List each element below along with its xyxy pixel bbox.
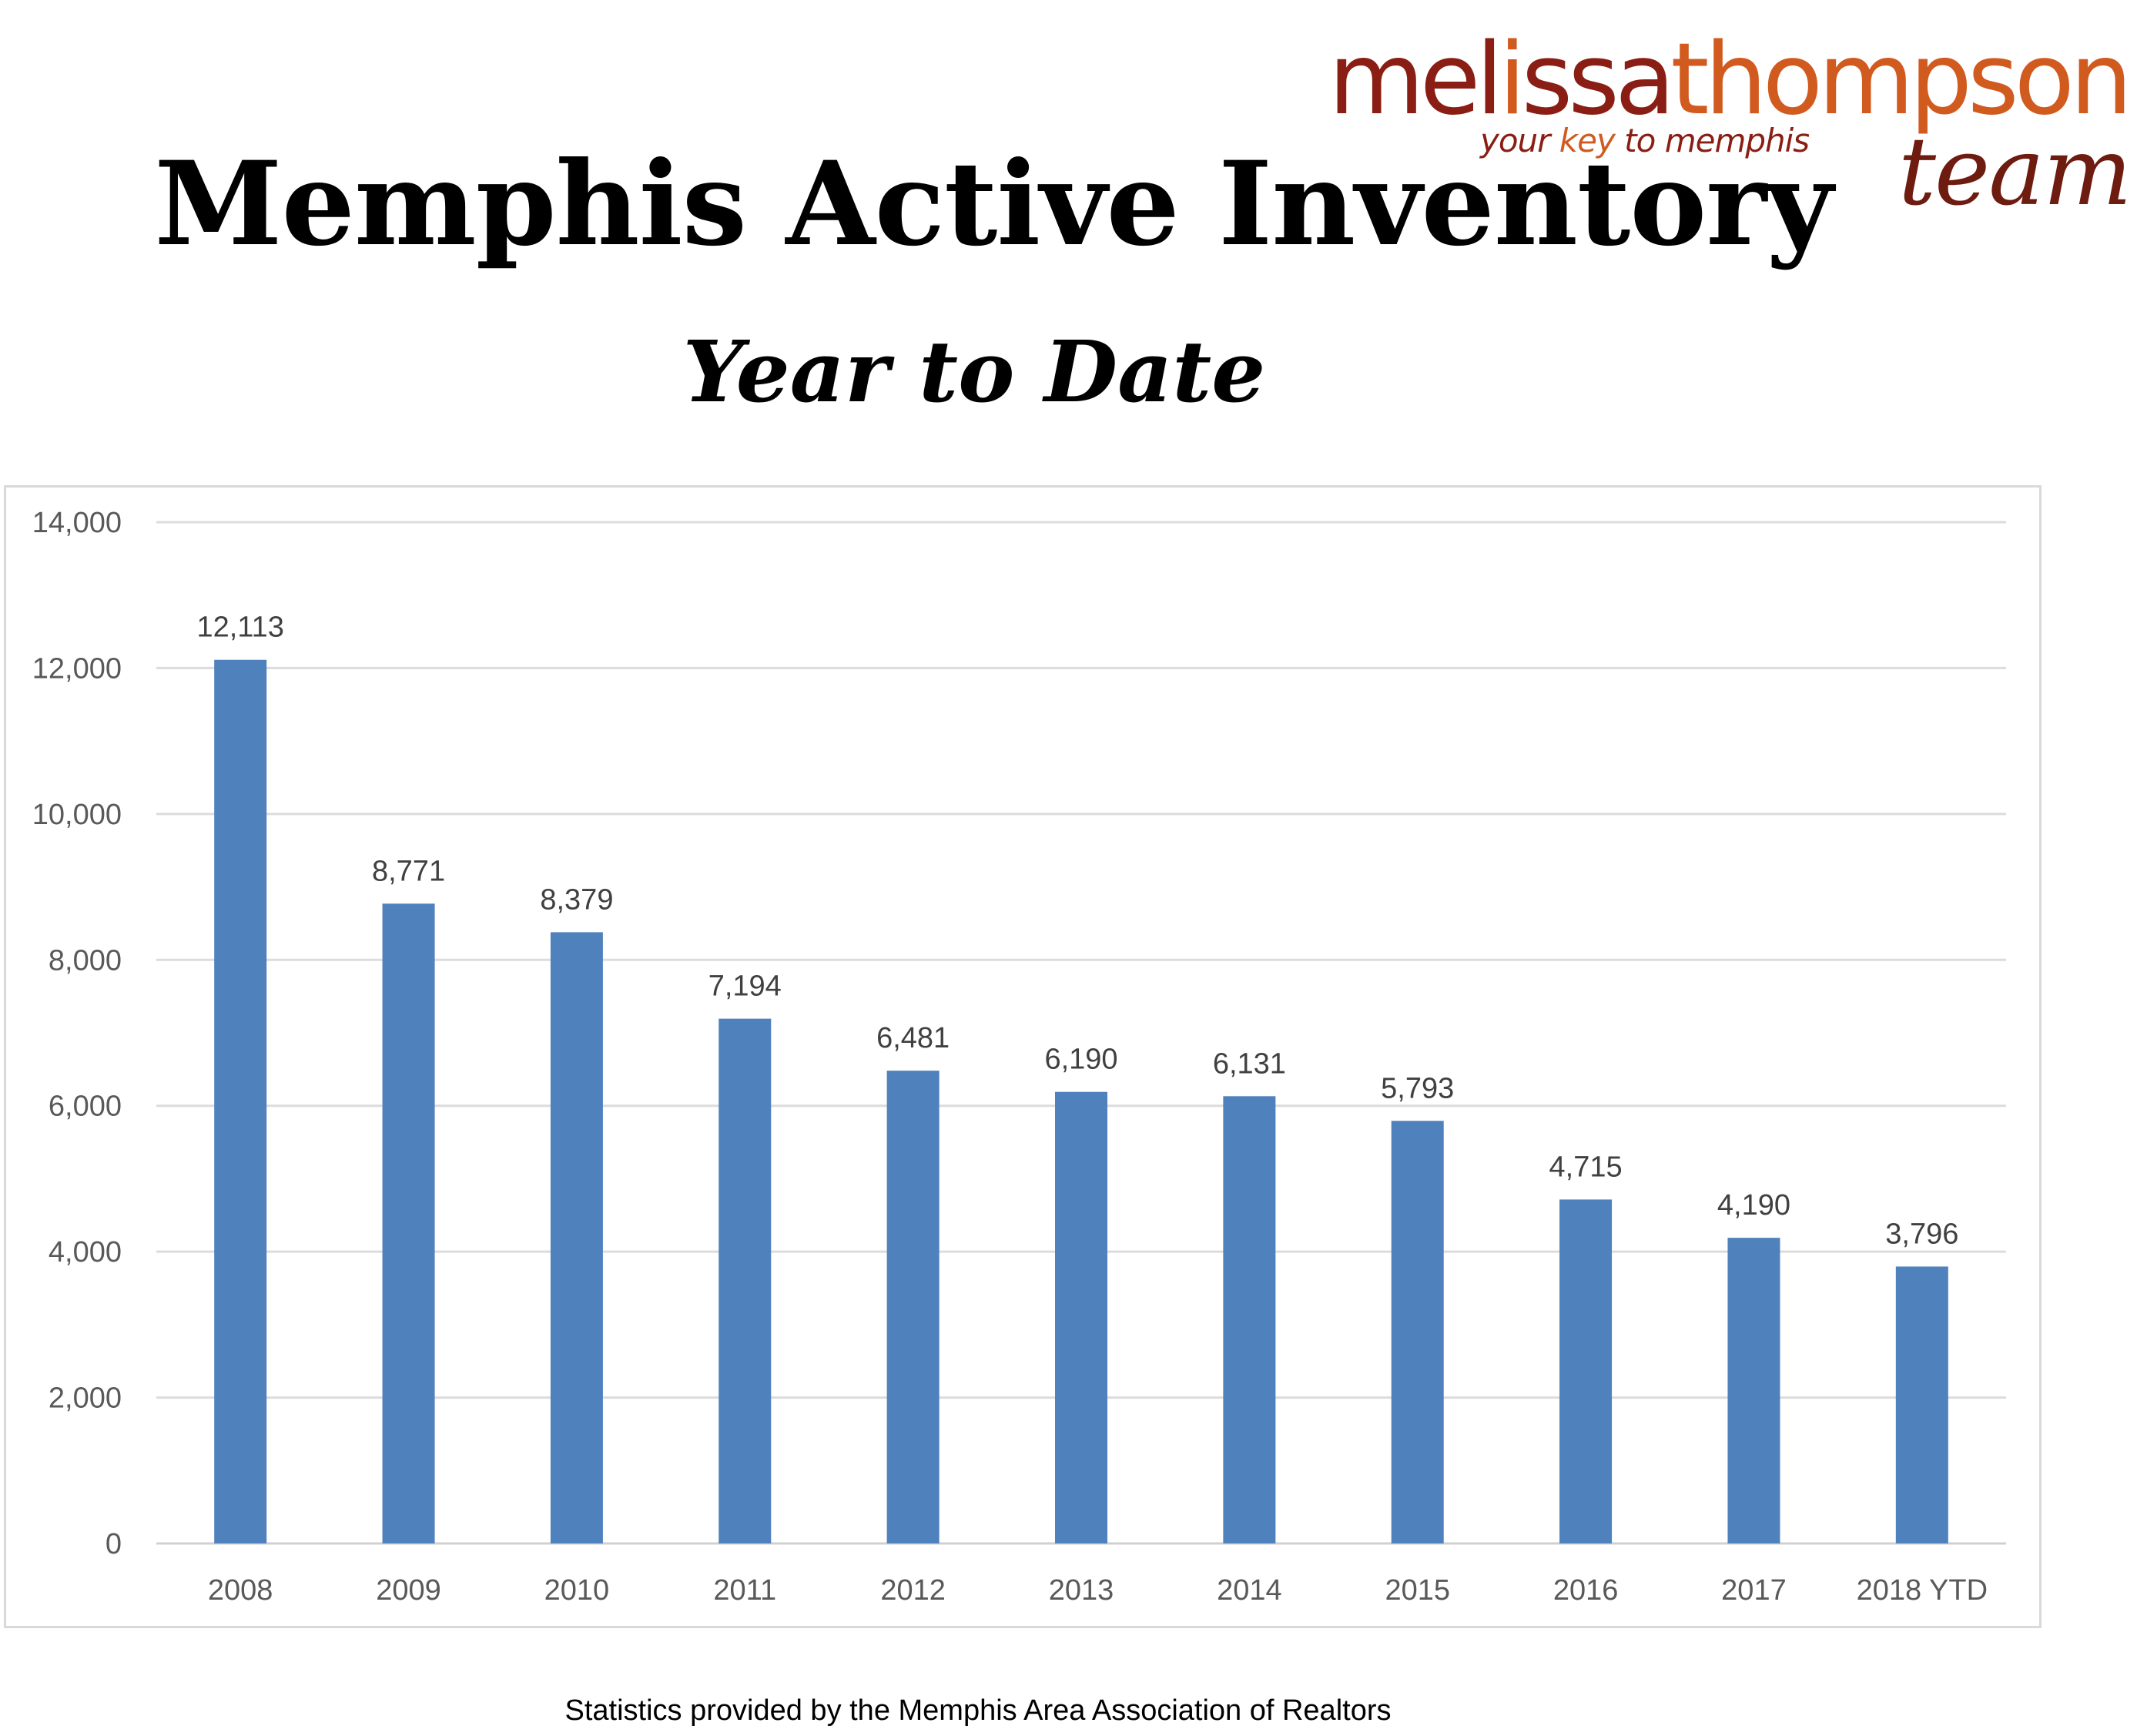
y-tick-label: 12,000 [32, 652, 122, 685]
brand-logo: melissathompson your key to memphis team [1309, 31, 2132, 227]
data-label: 6,131 [1213, 1047, 1286, 1080]
data-label: 5,793 [1381, 1072, 1454, 1104]
y-tick-label: 8,000 [49, 944, 122, 977]
bar [886, 1071, 940, 1543]
bar [214, 659, 267, 1543]
x-tick-label: 2015 [1385, 1574, 1450, 1607]
x-tick-label: 2014 [1217, 1574, 1282, 1607]
x-tick-label: 2018 YTD [1857, 1574, 1988, 1607]
y-tick-label: 4,000 [49, 1236, 122, 1268]
x-tick-label: 2008 [208, 1574, 273, 1607]
logo-part-thompson: thompson [1670, 22, 2132, 137]
logo-tagline: your key to memphis [1480, 122, 1810, 159]
data-label: 4,715 [1549, 1151, 1623, 1183]
bar [718, 1018, 772, 1543]
logo-wordmark: melissathompson [1328, 31, 2132, 129]
x-tick-label: 2011 [713, 1574, 776, 1607]
x-tick-label: 2017 [1721, 1574, 1787, 1607]
label-layer: 0 2,000 4,000 6,000 8,000 10,000 12,000 14,000 1… [32, 507, 1988, 1607]
data-label: 6,481 [876, 1022, 950, 1054]
bar [1895, 1266, 1948, 1543]
data-label: 12,113 [196, 612, 283, 644]
chart-frame [4, 485, 2042, 1628]
y-tick-label: 0 [106, 1528, 122, 1560]
data-label: 6,190 [1044, 1044, 1117, 1076]
logo-part-ssa: ssa [1521, 22, 1676, 137]
y-tick-label: 6,000 [49, 1091, 122, 1123]
bar-layer [214, 659, 1948, 1543]
data-label: 4,190 [1717, 1189, 1790, 1222]
data-label: 7,194 [708, 970, 782, 1003]
data-label: 8,771 [372, 855, 445, 887]
bar [550, 932, 603, 1543]
y-tick-label: 10,000 [32, 799, 122, 831]
data-label: 3,796 [1885, 1218, 1958, 1250]
data-label: 8,379 [540, 883, 613, 916]
x-tick-label: 2012 [880, 1574, 946, 1607]
source-footer: Statistics provided by the Memphis Area … [564, 1694, 1392, 1727]
bar [1391, 1121, 1444, 1543]
bar [382, 903, 435, 1543]
chart-subtitle: Year to Date [682, 322, 1266, 421]
bar [1223, 1096, 1276, 1543]
logo-part-mel: mel [1328, 22, 1503, 137]
logo-tagline-post: to memphis [1614, 122, 1810, 159]
y-tick-label: 14,000 [32, 507, 122, 539]
x-tick-label: 2013 [1049, 1574, 1114, 1607]
chart-title: Memphis Active Inventory [154, 136, 1834, 272]
bar [1559, 1199, 1613, 1543]
x-tick-label: 2009 [376, 1574, 441, 1607]
bar [1727, 1238, 1780, 1543]
logo-team: team [1898, 117, 2132, 226]
logo-tagline-key: key [1559, 122, 1616, 159]
x-tick-label: 2010 [544, 1574, 610, 1607]
y-tick-label: 2,000 [49, 1382, 122, 1415]
logo-tagline-pre: your [1480, 122, 1559, 159]
x-tick-label: 2016 [1553, 1574, 1619, 1607]
bar [1055, 1091, 1107, 1543]
